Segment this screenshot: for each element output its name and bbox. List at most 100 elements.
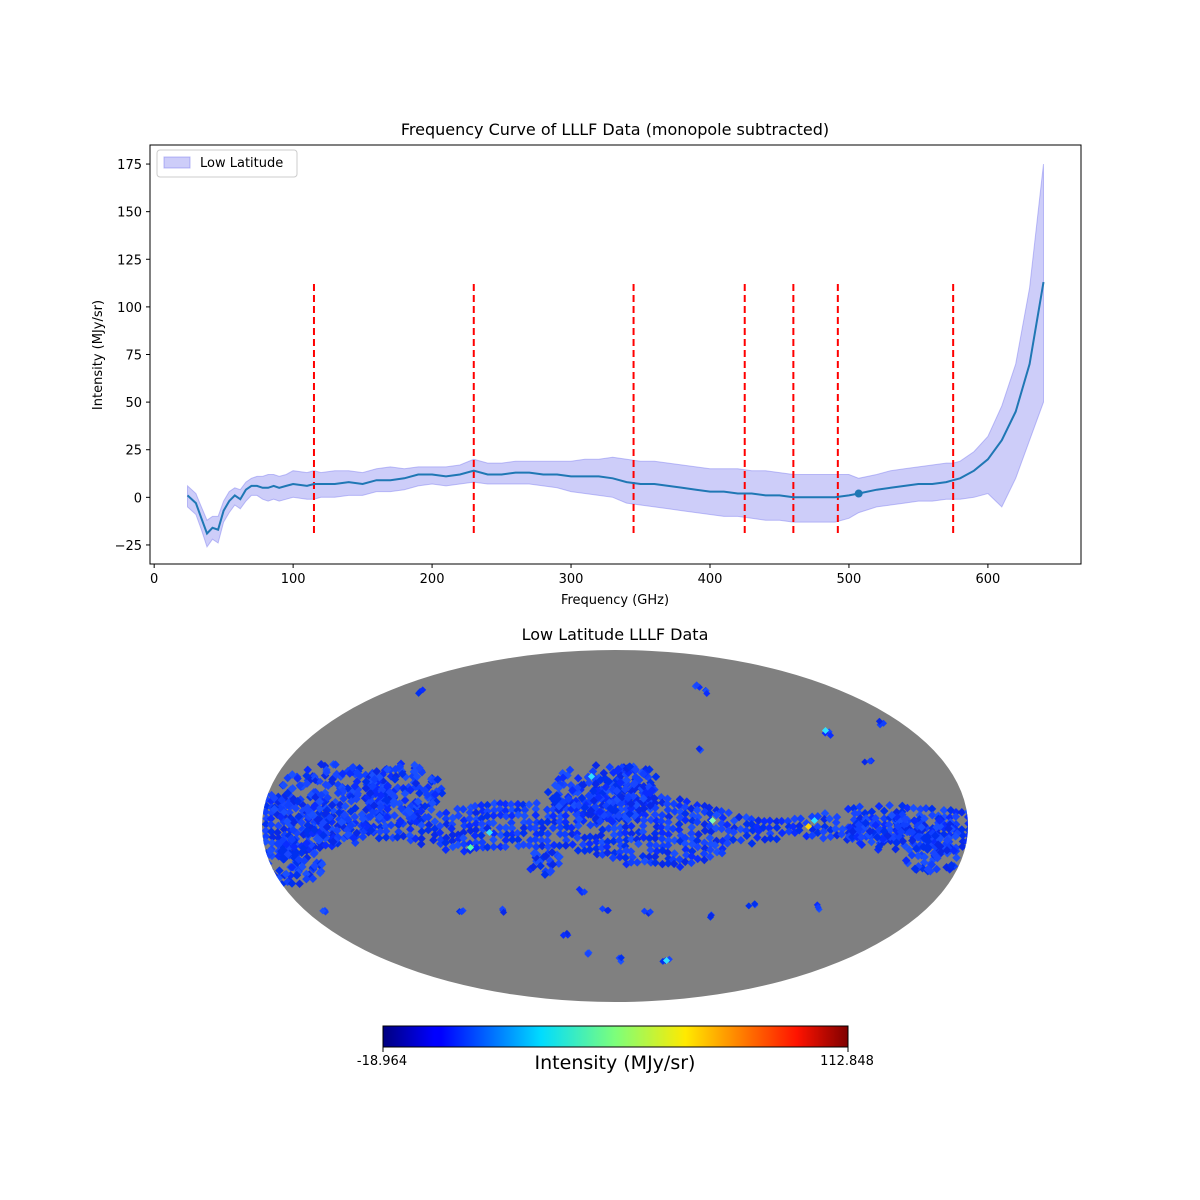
map-pixel	[554, 859, 564, 868]
map-pixel	[596, 831, 606, 840]
map-pixel	[657, 811, 667, 820]
map-pixel	[315, 868, 325, 878]
map-pixel	[274, 821, 283, 831]
map-pixel	[760, 816, 769, 826]
map-pixel	[879, 806, 889, 816]
map-pixel	[663, 840, 673, 850]
map-pixel	[542, 805, 552, 815]
map-pixel	[293, 796, 303, 806]
map-pixel	[403, 805, 413, 815]
map-pixel	[397, 804, 406, 813]
map-pixel	[640, 857, 649, 866]
map-pixel	[550, 817, 560, 827]
map-pixel	[826, 731, 835, 739]
map-pixel	[907, 850, 917, 860]
map-pixel	[417, 821, 426, 830]
map-pixel	[529, 849, 539, 858]
map-pixel	[681, 815, 690, 825]
map-pixel	[322, 768, 331, 777]
map-pixel	[447, 824, 456, 833]
map-pixel	[687, 852, 696, 861]
map-pixel	[376, 802, 385, 812]
map-pixel	[524, 841, 534, 850]
map-pixel	[507, 805, 517, 815]
map-pixel	[303, 805, 312, 815]
map-pixel	[382, 796, 392, 805]
map-pixel	[620, 784, 630, 794]
map-pixel	[896, 827, 906, 837]
map-pixel	[747, 839, 757, 848]
map-pixel	[343, 830, 353, 840]
map-pixel	[606, 815, 615, 825]
map-pixel	[507, 818, 516, 827]
map-pixel	[640, 907, 648, 915]
map-pixel	[832, 812, 842, 822]
map-pixel	[466, 826, 475, 836]
map-pixel	[634, 839, 643, 849]
y-tick-label: 75	[125, 349, 142, 364]
map-pixel	[813, 822, 822, 832]
map-pixel	[587, 772, 596, 781]
map-pixel	[820, 815, 829, 824]
map-pixel	[478, 806, 488, 816]
map-pixel	[795, 825, 804, 835]
map-pixel	[368, 782, 377, 791]
map-pixel	[670, 807, 680, 816]
map-pixel	[350, 781, 360, 791]
map-pixel	[597, 838, 607, 847]
map-pixel	[289, 825, 298, 835]
map-pixel	[669, 859, 679, 869]
map-pixel	[328, 837, 338, 847]
map-pixel	[646, 815, 656, 825]
map-pixel	[453, 804, 462, 814]
map-pixel	[742, 819, 752, 829]
map-pixel	[537, 818, 546, 827]
map-pixel	[606, 804, 615, 813]
map-pixel	[639, 769, 648, 779]
map-pixel	[591, 779, 601, 789]
map-pixel	[848, 832, 857, 842]
map-pixel	[871, 813, 880, 823]
map-pixel	[459, 840, 469, 849]
map-pixel	[708, 816, 717, 825]
map-pixel	[331, 760, 340, 769]
map-pixel	[328, 775, 337, 784]
map-pixel	[507, 811, 517, 821]
map-pixel	[692, 801, 702, 810]
map-pixel	[361, 777, 371, 787]
map-pixel	[389, 791, 399, 801]
map-pixel	[843, 804, 853, 814]
map-pixel	[874, 802, 884, 811]
map-pixel	[681, 845, 690, 854]
map-pixel	[932, 864, 941, 874]
map-pixel	[695, 745, 703, 753]
map-pixel	[294, 812, 304, 821]
map-pixel	[687, 804, 696, 813]
map-pixel	[759, 823, 768, 832]
map-pixel	[578, 840, 588, 849]
map-pixel	[295, 879, 304, 889]
map-pixel	[599, 768, 609, 778]
map-pixel	[448, 836, 457, 846]
map-pixel	[430, 817, 440, 826]
map-pixel	[616, 778, 625, 787]
map-pixel	[420, 785, 430, 795]
map-pixel	[831, 818, 841, 827]
y-tick-label: 175	[117, 158, 142, 173]
map-pixel	[704, 803, 714, 813]
map-pixel	[718, 813, 728, 823]
map-pixel	[626, 847, 636, 856]
map-pixel	[308, 874, 318, 884]
map-pixel	[416, 839, 426, 849]
map-pixel	[374, 834, 384, 843]
map-pixel	[819, 833, 828, 843]
map-pixel	[916, 805, 925, 814]
map-pixel	[537, 836, 546, 845]
map-pixel	[381, 827, 391, 836]
map-pixel	[887, 810, 897, 820]
map-pixel	[656, 822, 666, 832]
map-pixel	[784, 827, 794, 836]
map-pixel	[302, 839, 311, 848]
map-pixel	[529, 862, 538, 872]
map-pixel	[657, 792, 666, 802]
